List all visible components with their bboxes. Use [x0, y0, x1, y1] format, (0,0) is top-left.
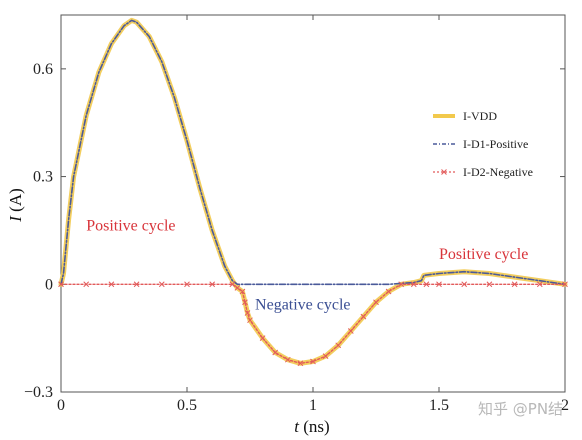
plot-frame — [60, 14, 566, 393]
x-tick-label: 2 — [561, 397, 569, 414]
series-point-marker — [284, 356, 291, 363]
series-point-marker — [209, 281, 216, 288]
legend-entry: I-D2-Negative — [463, 165, 533, 179]
legend: I-VDD I-D1-Positive I-D2-Negative — [433, 109, 533, 179]
series-point-marker — [58, 281, 64, 288]
series-point-marker — [239, 288, 246, 295]
y-axis-label: I (A) — [6, 188, 25, 223]
x-tick-label: 0 — [57, 397, 65, 414]
x-axis-unit: (ns) — [299, 417, 330, 436]
series-point-marker — [410, 281, 417, 288]
annotation-label: Positive cycle — [86, 217, 175, 234]
x-tick-label: 0.5 — [177, 397, 197, 414]
series-point-marker — [335, 342, 342, 349]
x-tick-label: 1.5 — [429, 397, 449, 414]
series-point-marker — [398, 281, 405, 288]
series-point-marker — [423, 281, 430, 288]
legend-marker — [441, 169, 447, 175]
series-point-marker — [158, 281, 165, 288]
series-point-marker — [373, 299, 379, 306]
series-line-i-d1-positive — [60, 19, 566, 286]
x-tick-label: 1 — [309, 397, 317, 414]
series-group — [58, 17, 568, 367]
series-point-marker — [461, 281, 468, 288]
series-point-marker — [322, 353, 329, 359]
series-point-marker — [229, 281, 236, 288]
y-tick-label: 0.6 — [33, 61, 53, 78]
series-point-marker — [486, 281, 493, 288]
series-point-marker — [242, 299, 248, 306]
x-axis-var: t — [294, 417, 300, 436]
series-point-marker — [562, 281, 568, 288]
series-point-marker — [259, 335, 266, 341]
y-axis-unit: (A) — [6, 188, 25, 216]
series-point-marker — [234, 285, 241, 291]
y-tick-label: −0.3 — [24, 384, 53, 401]
series-point-marker — [385, 288, 392, 295]
y-tick-label: 0.3 — [33, 169, 53, 186]
series-point-marker — [436, 281, 442, 288]
series-point-marker — [347, 328, 354, 334]
series-point-marker — [108, 281, 115, 288]
series-point-marker — [247, 317, 253, 324]
y-tick-label: 0 — [45, 276, 53, 293]
series-point-marker — [83, 281, 90, 288]
series-point-marker — [244, 310, 251, 316]
series-point-marker — [511, 281, 518, 288]
legend-entry: I-VDD — [463, 109, 497, 123]
series-point-marker — [360, 313, 367, 320]
axis-ticks: 0 0.5 1 1.5 2−0.300.30.6 — [24, 15, 569, 414]
series-point-marker — [133, 281, 140, 288]
watermark: 知乎 @PN结 — [478, 400, 563, 418]
annotation-label: Negative cycle — [255, 296, 350, 313]
annotation-label: Positive cycle — [439, 246, 528, 263]
series-point-marker — [297, 360, 304, 367]
series-point-marker — [310, 358, 316, 365]
y-axis-var: I — [6, 215, 25, 223]
series-point-marker — [536, 281, 543, 288]
series-point-marker — [272, 349, 279, 356]
annotation-group: Positive cycle Negative cycle Positive cyc… — [86, 217, 528, 313]
series-point-marker — [184, 281, 190, 288]
x-axis-label: t (ns) — [294, 417, 329, 436]
legend-entry: I-D1-Positive — [463, 137, 528, 151]
